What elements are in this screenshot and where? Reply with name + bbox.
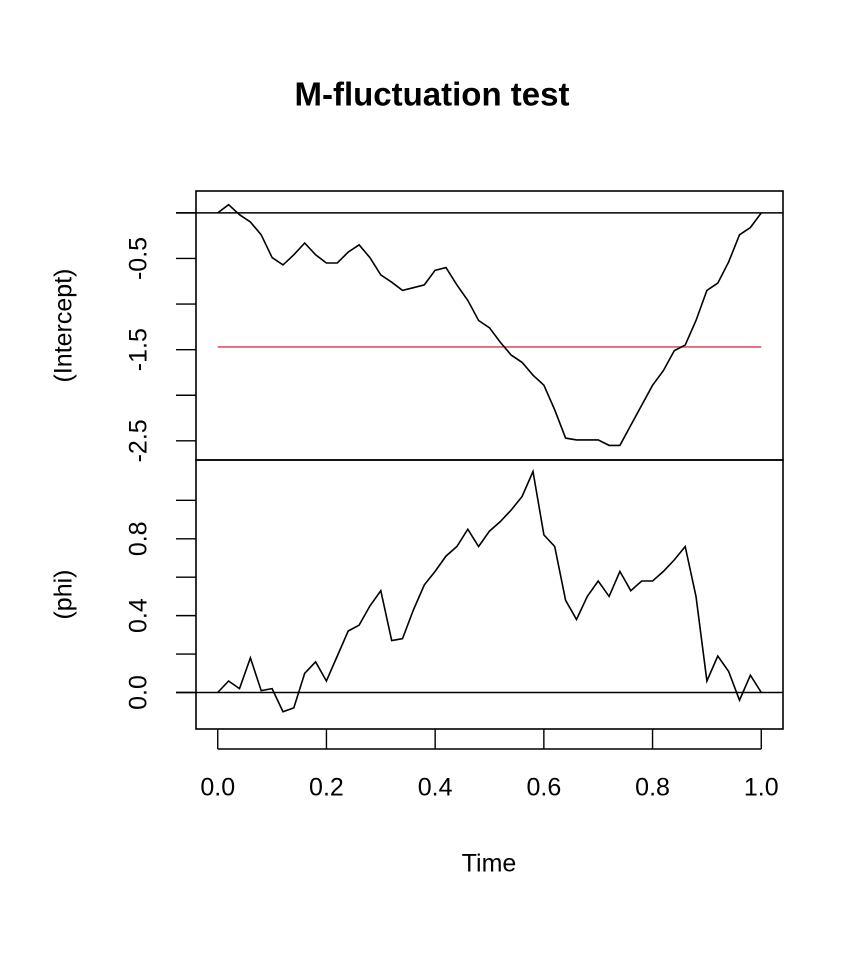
panel-frame bbox=[195, 190, 784, 461]
x-tick-label: 0.6 bbox=[526, 774, 561, 802]
x-axis-label: Time bbox=[462, 850, 517, 878]
panel-frame bbox=[195, 459, 784, 730]
x-tick-label: 0.0 bbox=[200, 774, 235, 802]
data-line bbox=[217, 203, 762, 447]
y-tick-label: -1.5 bbox=[125, 328, 153, 371]
chart-title: M-fluctuation test bbox=[295, 76, 570, 113]
x-tick-label: 0.8 bbox=[635, 774, 670, 802]
x-tick-label: 0.2 bbox=[309, 774, 344, 802]
y-tick-label: -0.5 bbox=[125, 237, 153, 280]
y-tick-label: 0.4 bbox=[125, 598, 153, 633]
y-axis-label: (Intercept) bbox=[50, 269, 78, 383]
data-line bbox=[217, 468, 762, 713]
x-tick-label: 1.0 bbox=[744, 774, 779, 802]
y-tick-label: 0.0 bbox=[125, 675, 153, 710]
y-tick-label: 0.8 bbox=[125, 521, 153, 556]
y-tick-label: -2.5 bbox=[125, 419, 153, 462]
x-tick-label: 0.4 bbox=[418, 774, 453, 802]
y-axis-label: (phi) bbox=[50, 569, 78, 619]
